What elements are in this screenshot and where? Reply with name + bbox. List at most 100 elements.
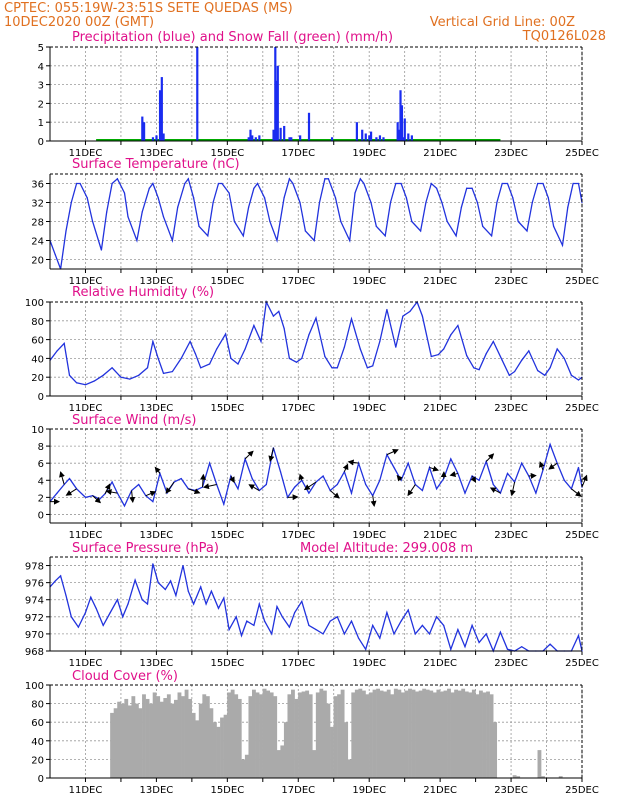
data-point — [420, 230, 422, 232]
precip-bar — [401, 137, 405, 141]
cloud-bar — [486, 691, 490, 778]
data-point — [253, 324, 255, 327]
cloud-bar — [220, 717, 224, 778]
wind-arrow — [92, 495, 102, 504]
x-tick-label: 25DEC — [565, 276, 599, 287]
x-tick-label: 11DEC — [69, 530, 103, 541]
data-point — [162, 372, 165, 375]
precip-bar — [410, 135, 413, 141]
data-point — [464, 646, 466, 648]
cloud-bar — [537, 750, 542, 778]
wind-arrow — [329, 490, 340, 499]
precip-title: Precipitation (blue) and Snow Fall (gree… — [72, 30, 393, 45]
precip-bar — [307, 112, 311, 141]
data-point — [549, 367, 551, 369]
data-point — [457, 324, 459, 327]
cloud-bar — [170, 703, 175, 778]
wind-arrow — [154, 466, 161, 474]
wind-arrow — [165, 481, 175, 494]
x-tick-label: 13DEC — [140, 403, 174, 414]
data-point — [535, 492, 537, 494]
cloud-bar — [205, 696, 210, 778]
data-point — [198, 225, 200, 227]
data-point — [157, 197, 159, 199]
wind-arrow — [129, 490, 136, 504]
data-point — [136, 239, 138, 242]
data-point — [577, 379, 580, 381]
data-point — [349, 239, 351, 242]
y-tick-label: 968 — [25, 647, 44, 658]
data-point — [79, 182, 81, 185]
precip-bar — [158, 90, 162, 141]
precip-bar — [160, 77, 163, 141]
data-point — [354, 192, 356, 194]
cloud-bar — [202, 694, 207, 778]
y-tick-label: 0 — [38, 774, 44, 785]
cloud-bar — [404, 690, 409, 778]
data-point — [244, 348, 246, 350]
cloud-bar — [347, 759, 352, 778]
data-point — [370, 201, 372, 204]
cloud-bar — [131, 696, 136, 778]
data-point — [263, 620, 266, 622]
data-point — [294, 486, 296, 488]
x-tick-label: 15DEC — [210, 530, 244, 541]
cloud-bar — [120, 703, 125, 778]
data-point — [386, 611, 388, 614]
data-point — [171, 370, 173, 373]
data-point — [563, 357, 565, 359]
cloud-bar — [294, 698, 299, 778]
wind-arrow — [268, 447, 275, 462]
cloud-bar — [393, 688, 398, 778]
data-point — [102, 624, 104, 626]
data-point — [501, 359, 503, 361]
data-point — [182, 564, 184, 567]
x-tick-label: 21DEC — [423, 148, 457, 159]
wind-arrow — [248, 484, 260, 491]
data-point — [443, 624, 445, 626]
data-point — [164, 588, 166, 591]
cloud-bar — [283, 722, 288, 778]
y-tick-label: 80 — [31, 317, 44, 328]
data-point — [138, 483, 140, 486]
data-point — [340, 220, 342, 223]
cloud-bar — [436, 689, 441, 778]
data-point — [122, 616, 124, 618]
data-point — [56, 350, 58, 352]
data-point — [269, 220, 271, 223]
data-point — [193, 603, 195, 605]
data-point — [152, 182, 154, 185]
data-point — [455, 235, 457, 237]
data-point — [421, 489, 423, 492]
x-tick-label: 19DEC — [352, 658, 386, 669]
data-point — [157, 582, 159, 584]
precip-bar — [407, 133, 410, 141]
data-point — [278, 310, 280, 312]
data-point — [223, 503, 225, 505]
data-point — [521, 646, 523, 648]
data-point — [265, 483, 267, 486]
data-point — [577, 635, 580, 637]
cloud-bar — [468, 692, 473, 778]
data-point — [301, 600, 303, 603]
data-point — [521, 462, 523, 464]
data-point — [281, 616, 283, 618]
cloud-bar — [326, 703, 331, 778]
data-point — [111, 367, 113, 369]
precip-bar — [382, 137, 385, 141]
precip-bar — [279, 127, 282, 141]
cloud-bar — [181, 696, 185, 778]
data-point — [425, 201, 427, 204]
data-point — [315, 629, 317, 631]
data-point — [393, 633, 395, 635]
data-point — [65, 230, 67, 232]
data-point — [446, 220, 448, 223]
wind-arrow — [244, 450, 254, 460]
wind-arrow — [298, 473, 305, 481]
wind-arrow — [342, 463, 349, 472]
data-point — [308, 492, 310, 494]
y-tick-label: 1 — [38, 118, 44, 129]
data-point — [228, 192, 230, 194]
precip-bar — [364, 133, 367, 141]
data-point — [450, 334, 452, 336]
